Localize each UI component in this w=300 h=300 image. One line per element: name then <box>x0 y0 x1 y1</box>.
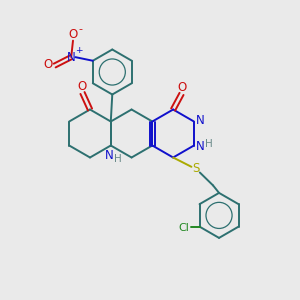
Text: O: O <box>68 28 78 40</box>
Text: O: O <box>177 81 186 94</box>
Text: +: + <box>75 46 82 55</box>
Text: O: O <box>77 80 86 93</box>
Text: Cl: Cl <box>178 223 189 233</box>
Text: O: O <box>44 58 53 71</box>
Text: H: H <box>205 139 213 149</box>
Text: S: S <box>192 162 199 176</box>
Text: H: H <box>114 154 122 164</box>
Text: N: N <box>67 51 76 64</box>
Text: N: N <box>196 140 205 154</box>
Text: N: N <box>105 148 114 162</box>
Text: -: - <box>79 24 83 34</box>
Text: N: N <box>196 113 204 127</box>
